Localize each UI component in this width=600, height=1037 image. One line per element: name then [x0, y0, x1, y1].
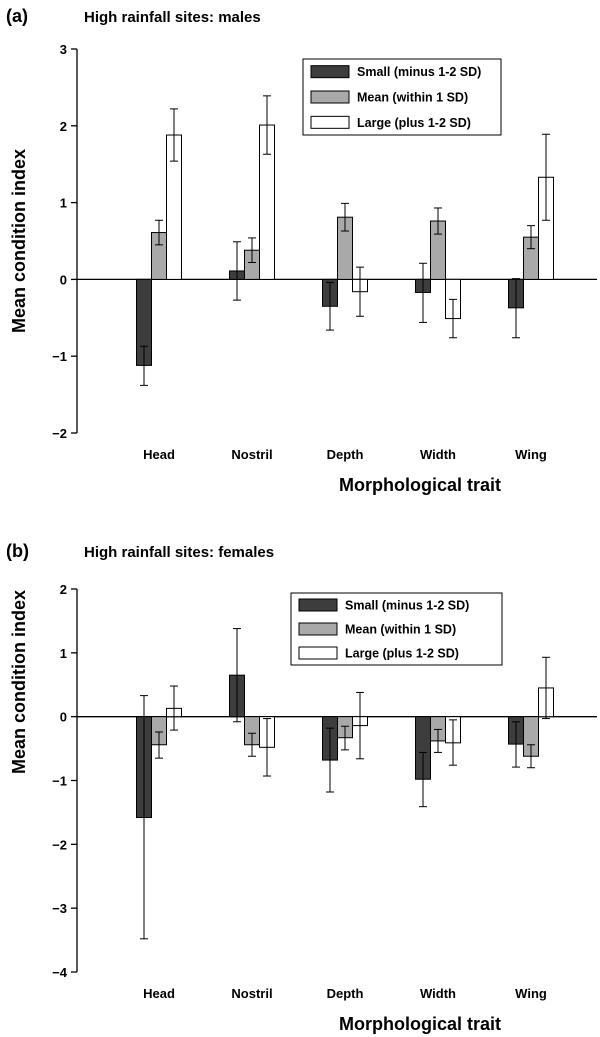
panel-label: (b)	[6, 541, 29, 561]
legend-label: Small (minus 1-2 SD)	[345, 599, 469, 613]
legend-label: Mean (within 1 SD)	[345, 623, 456, 637]
y-tick-label: −3	[52, 901, 67, 916]
y-axis-title: Mean condition index	[9, 149, 29, 333]
legend-swatch	[298, 598, 338, 612]
y-tick-label: 2	[60, 582, 67, 597]
legend-swatch	[310, 90, 350, 104]
y-tick-label: −2	[52, 837, 67, 852]
y-tick-label: 0	[60, 272, 67, 287]
panel-b: (b) High rainfall sites: females Morphol…	[6, 541, 597, 1034]
x-tick-label: Width	[420, 447, 456, 462]
y-tick-label: −2	[52, 426, 67, 441]
legend: Small (minus 1-2 SD) Mean (within 1 SD) La…	[302, 58, 502, 136]
y-tick-label: −4	[52, 965, 68, 980]
y-axis-title: Mean condition index	[9, 590, 29, 774]
legend-label: Large (plus 1-2 SD)	[345, 647, 459, 661]
legend-swatch	[310, 115, 350, 129]
y-tick-label: 2	[60, 119, 67, 134]
chart-title: High rainfall sites: males	[84, 9, 261, 26]
x-tick-label: Depth	[327, 447, 364, 462]
panel-a: (a) High rainfall sites: males Morpholog…	[6, 6, 597, 495]
legend-swatch	[298, 622, 338, 636]
plot-area: 3 2 1 0 −1 −2 Head Nostril Depth Width Wing Small (…	[52, 42, 597, 462]
x-tick-label: Width	[420, 986, 456, 1001]
x-tick-label: Nostril	[231, 986, 272, 1001]
panel-label: (a)	[6, 6, 28, 26]
legend-label: Mean (within 1 SD)	[357, 91, 468, 105]
y-tick-label: −1	[52, 349, 67, 364]
x-tick-label: Nostril	[231, 447, 272, 462]
legend-label: Large (plus 1-2 SD)	[357, 116, 471, 130]
x-axis-title: Morphological trait	[339, 475, 501, 495]
legend-swatch	[298, 646, 338, 660]
y-tick-label: −1	[52, 774, 67, 789]
x-tick-label: Head	[143, 447, 175, 462]
x-tick-label: Wing	[515, 447, 547, 462]
y-tick-label: 1	[60, 646, 67, 661]
chart-title: High rainfall sites: females	[84, 544, 274, 561]
y-tick-label: 3	[60, 42, 67, 57]
plot-area: 2 1 0 −1 −2 −3 −4 Head Nostril Depth Width Wing Smal…	[52, 582, 597, 1001]
legend-label: Small (minus 1-2 SD)	[357, 65, 481, 79]
legend: Small (minus 1-2 SD) Mean (within 1 SD) La…	[290, 592, 503, 666]
x-axis-title: Morphological trait	[339, 1014, 501, 1034]
x-tick-label: Depth	[327, 986, 364, 1001]
y-tick-label: 0	[60, 710, 67, 725]
y-tick-label: 1	[60, 196, 67, 211]
x-tick-label: Wing	[515, 986, 547, 1001]
legend-swatch	[310, 65, 350, 79]
x-tick-label: Head	[143, 986, 175, 1001]
